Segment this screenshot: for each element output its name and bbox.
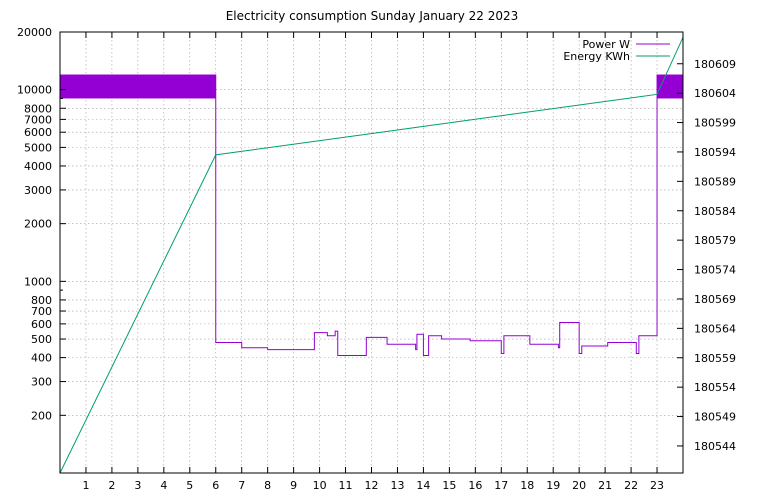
y2-tick-label: 180544 [694, 440, 736, 453]
y2-tick-label: 180559 [694, 352, 736, 365]
x-tick-label: 20 [572, 479, 586, 492]
y-tick-label: 700 [31, 305, 52, 318]
x-tick-label: 12 [365, 479, 379, 492]
y-tick-label: 5000 [24, 141, 52, 154]
y-tick-label: 20000 [17, 26, 52, 39]
y-tick-label: 200 [31, 409, 52, 422]
x-tick-label: 22 [624, 479, 638, 492]
x-tick-label: 7 [238, 479, 245, 492]
x-tick-label: 11 [339, 479, 353, 492]
y-tick-label: 600 [31, 318, 52, 331]
x-tick-label: 23 [650, 479, 664, 492]
x-tick-label: 5 [186, 479, 193, 492]
y-tick-label: 6000 [24, 126, 52, 139]
axes: 1 2 3 4 5 6 7 8 9 10 11 12 13 14 15 16 17 18 19 20 21 22 23200… [17, 26, 736, 492]
energy-kwh-line [59, 37, 684, 474]
x-tick-label: 8 [264, 479, 271, 492]
x-tick-label: 15 [442, 479, 456, 492]
y2-tick-label: 180569 [694, 293, 736, 306]
x-tick-label: 3 [134, 479, 141, 492]
y2-tick-label: 180599 [694, 117, 736, 130]
power-w-line [215, 74, 658, 357]
y-tick-label: 2000 [24, 218, 52, 231]
x-tick-label: 13 [390, 479, 404, 492]
x-tick-label: 21 [598, 479, 612, 492]
y-tick-label: 4000 [24, 160, 52, 173]
x-tick-label: 14 [416, 479, 430, 492]
legend-label: Power W [582, 38, 630, 51]
x-tick-label: 1 [82, 479, 89, 492]
x-tick-label: 17 [494, 479, 508, 492]
y-tick-label: 400 [31, 352, 52, 365]
x-tick-label: 6 [212, 479, 219, 492]
chart-title: Electricity consumption Sunday January 2… [226, 9, 519, 23]
series-lines [59, 37, 684, 474]
y2-tick-label: 180584 [694, 205, 736, 218]
y-tick-label: 500 [31, 333, 52, 346]
y-tick-label: 8000 [24, 102, 52, 115]
y-tick-label: 3000 [24, 184, 52, 197]
y-tick-label: 300 [31, 376, 52, 389]
x-tick-label: 19 [546, 479, 560, 492]
y-tick-label: 1000 [24, 275, 52, 288]
x-tick-label: 4 [160, 479, 167, 492]
y2-tick-label: 180594 [694, 146, 736, 159]
x-tick-label: 10 [313, 479, 327, 492]
x-tick-label: 9 [290, 479, 297, 492]
y2-tick-label: 180574 [694, 264, 736, 277]
y2-tick-label: 180554 [694, 381, 736, 394]
y2-tick-label: 180579 [694, 234, 736, 247]
power-high-band [60, 74, 216, 99]
power-high-bands [60, 74, 683, 99]
y-tick-label: 800 [31, 294, 52, 307]
x-tick-label: 18 [520, 479, 534, 492]
y2-tick-label: 180604 [694, 87, 736, 100]
legend-label: Energy KWh [563, 50, 630, 63]
y2-tick-label: 180564 [694, 322, 736, 335]
y-tick-label: 7000 [24, 113, 52, 126]
y2-tick-label: 180589 [694, 175, 736, 188]
y2-tick-label: 180609 [694, 58, 736, 71]
x-tick-label: 16 [468, 479, 482, 492]
y-tick-label: 10000 [17, 84, 52, 97]
x-tick-label: 2 [108, 479, 115, 492]
y2-tick-label: 180549 [694, 411, 736, 424]
